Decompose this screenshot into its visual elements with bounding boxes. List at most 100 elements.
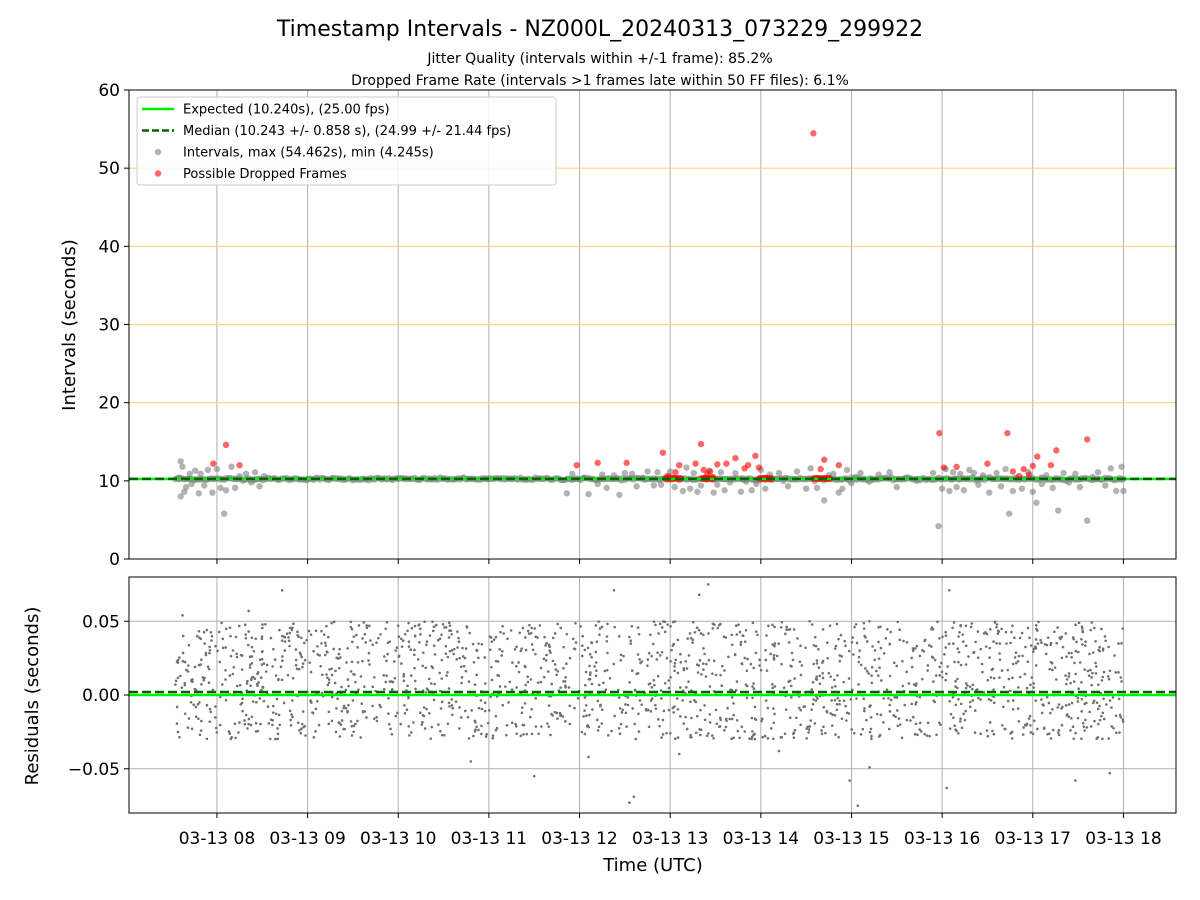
residual-point [413,648,416,652]
residual-point [583,732,587,736]
residual-point [461,646,464,650]
x-tick-label: 03-13 14 [723,829,799,849]
residual-point [667,686,671,690]
residual-point [320,629,323,633]
residual-point [511,661,514,664]
residual-point [668,731,672,735]
residual-point [197,629,201,633]
residual-point [454,700,458,703]
residual-point [701,662,705,665]
residual-point [179,674,182,678]
residual-point [856,804,860,807]
y-tick-label: 30 [98,316,120,336]
residual-point [959,663,963,667]
residual-point [673,669,676,673]
residual-point [220,683,224,686]
residual-point [984,645,988,648]
residual-point [835,703,839,706]
residual-point [250,655,254,658]
residual-point [183,681,187,685]
residual-point [877,640,880,644]
residual-point [930,655,934,659]
residual-point [529,678,533,681]
residual-point [938,636,941,640]
interval-point [697,482,705,489]
residual-point [718,725,722,728]
residual-point [229,654,233,658]
residual-point [1117,697,1121,701]
residual-point [583,696,587,699]
residual-point [707,658,711,662]
residual-point [1030,676,1034,679]
residual-point [471,642,475,646]
residual-point [927,644,931,647]
residual-point [868,730,872,734]
dropped-frame-point [1083,436,1091,443]
residual-point [459,665,463,669]
residual-point [830,724,834,727]
residual-point [1029,731,1033,734]
residual-point [616,688,620,692]
residual-point [941,676,944,679]
residual-point [246,727,249,730]
residual-point [815,675,818,679]
residual-point [352,635,356,638]
residual-point [342,727,345,731]
residual-point [260,663,264,666]
residual-point [745,696,749,700]
residual-point [887,696,890,700]
residual-point [618,732,622,735]
residual-point [764,648,767,652]
residual-point [808,725,812,728]
residual-point [418,627,422,631]
dropped-frame-point [936,429,943,437]
residual-point [772,721,776,725]
residual-point [467,680,471,683]
residual-point [764,699,768,702]
residual-point [835,622,839,626]
residual-point [1016,659,1020,663]
residual-point [431,620,434,624]
residual-point [926,664,930,667]
residual-point [217,630,221,634]
residual-point [458,656,461,660]
residual-point [1045,695,1049,699]
residual-point [349,625,353,629]
residual-point [432,698,436,702]
residual-point [210,634,214,638]
residual-point [325,650,329,654]
residual-point [433,682,436,686]
residual-point [850,728,853,731]
residual-point [915,644,919,648]
residual-point [1102,697,1105,701]
residual-point [440,658,444,662]
interval-point [714,481,721,488]
residual-point [1028,714,1032,718]
residual-point [1072,637,1076,641]
residual-point [991,667,995,671]
residual-point [1002,685,1006,689]
residual-point [1045,643,1049,647]
interval-point [610,472,618,479]
residual-point [676,708,680,711]
residual-point [181,659,185,663]
residual-point [1117,671,1120,674]
residual-point [423,620,426,623]
residual-point [283,649,287,652]
residual-point [870,737,873,741]
residual-point [1101,711,1105,715]
residual-point [271,723,274,727]
interval-point [929,469,937,477]
residual-point [456,630,459,633]
residual-point [456,646,459,649]
residual-point [1083,668,1086,671]
residual-point [992,676,996,680]
residual-point [389,727,392,731]
residual-point [214,716,217,719]
residual-point [855,641,859,645]
interval-point [821,497,828,504]
residual-point [387,722,391,726]
residual-point [371,643,374,646]
residual-point [1081,721,1085,725]
residual-point [650,697,654,700]
